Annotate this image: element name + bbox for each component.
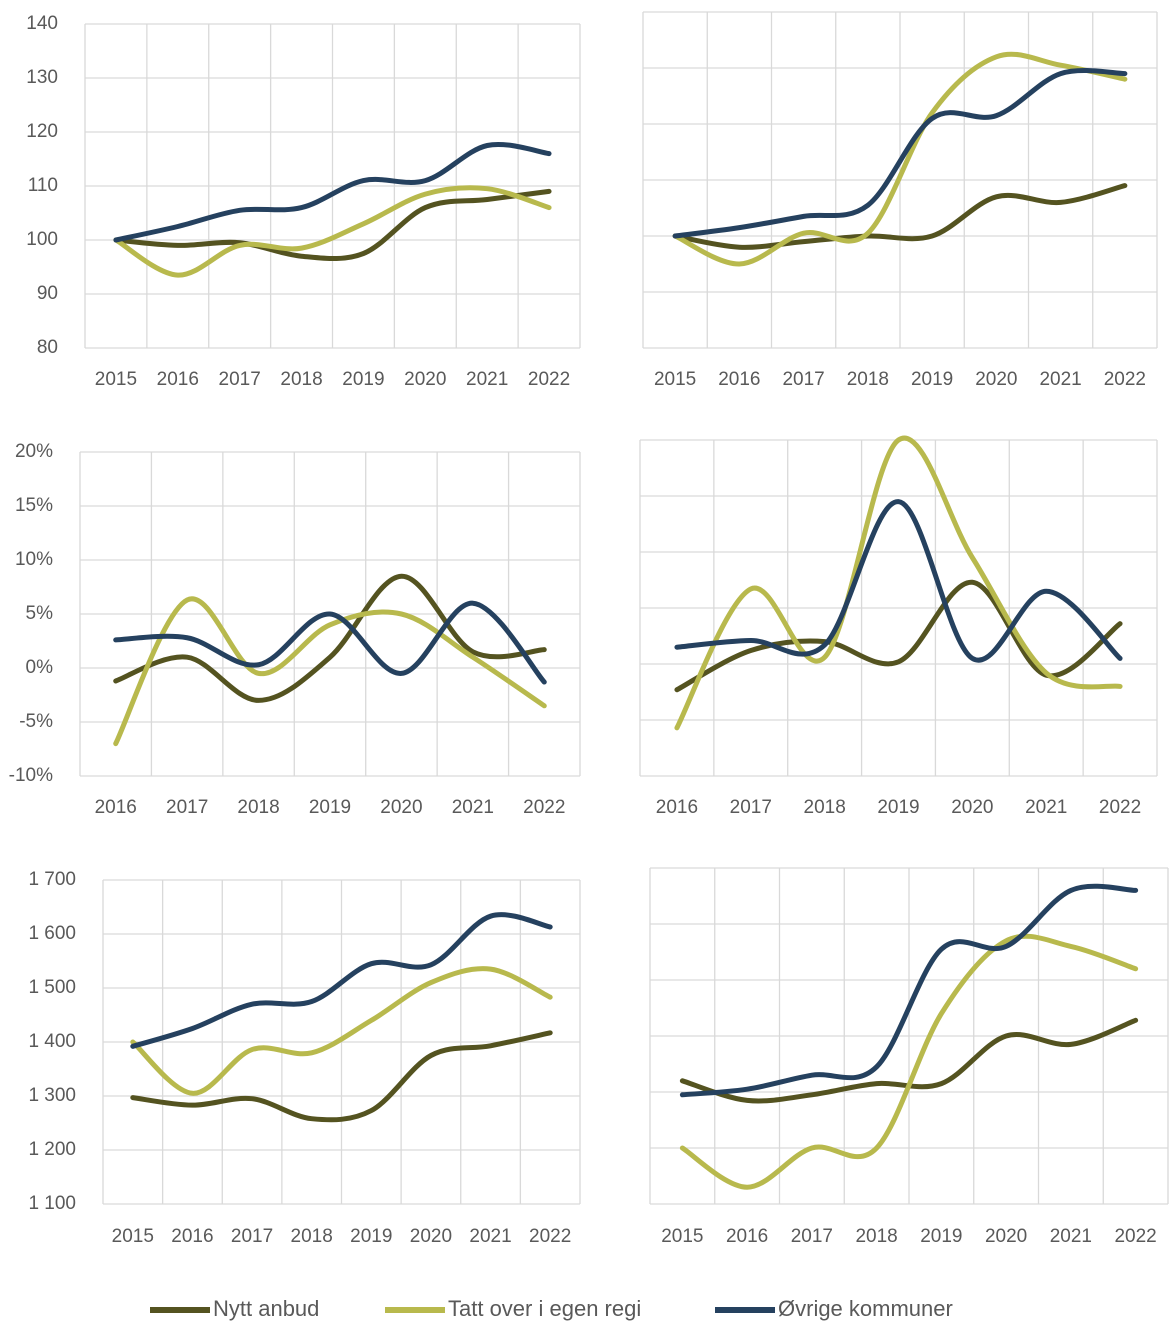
x-tick-label: 2017 (782, 369, 824, 390)
series-line (672, 183, 1128, 250)
x-tick-label: 2021 (466, 369, 508, 390)
x-tick-label: 2019 (920, 1226, 962, 1247)
x-tick-label: 2018 (291, 1226, 333, 1247)
y-tick-label: 90 (37, 283, 58, 304)
legend-label: Nytt anbud (213, 1296, 319, 1321)
x-tick-label: 2021 (452, 797, 494, 818)
series-line (674, 435, 1123, 731)
x-tick-label: 2015 (95, 369, 137, 390)
y-tick-label: 1 300 (28, 1085, 76, 1106)
x-tick-label: 2020 (951, 797, 993, 818)
series-line (130, 1030, 553, 1123)
x-tick-label: 2020 (985, 1226, 1027, 1247)
x-tick-label: 2016 (157, 369, 199, 390)
y-tick-label: 100 (26, 229, 58, 250)
series-line (679, 933, 1139, 1190)
x-tick-label: 2022 (1114, 1226, 1156, 1247)
series-line (672, 67, 1128, 239)
x-tick-label: 2019 (309, 797, 351, 818)
x-tick-label: 2021 (1039, 369, 1081, 390)
series-line (113, 188, 552, 262)
x-tick-label: 2022 (529, 1226, 571, 1247)
y-tick-label: 130 (26, 67, 58, 88)
x-tick-label: 2021 (469, 1226, 511, 1247)
legend-label: Tatt over i egen regi (448, 1296, 641, 1321)
x-tick-label: 2019 (877, 797, 919, 818)
series-line (113, 142, 552, 243)
x-tick-label: 2020 (404, 369, 446, 390)
series-line (672, 51, 1128, 267)
y-tick-label: 5% (26, 603, 54, 624)
x-tick-label: 2016 (718, 369, 760, 390)
y-tick-label: 110 (28, 175, 58, 196)
x-tick-label: 2015 (112, 1226, 154, 1247)
series-line (113, 185, 552, 278)
x-tick-label: 2022 (1104, 369, 1146, 390)
x-tick-label: 2017 (166, 797, 208, 818)
x-tick-label: 2021 (1050, 1226, 1092, 1247)
x-tick-label: 2018 (280, 369, 322, 390)
x-tick-label: 2018 (237, 797, 279, 818)
x-tick-label: 2016 (171, 1226, 213, 1247)
series-line (130, 912, 553, 1049)
x-tick-label: 2015 (654, 369, 696, 390)
x-tick-label: 2016 (95, 797, 137, 818)
x-tick-label: 2019 (350, 1226, 392, 1247)
series-line (113, 600, 547, 685)
x-tick-label: 2020 (410, 1226, 452, 1247)
x-tick-label: 2015 (661, 1226, 703, 1247)
x-tick-label: 2019 (342, 369, 384, 390)
x-tick-label: 2020 (380, 797, 422, 818)
series-line (679, 883, 1139, 1098)
y-tick-label: 80 (37, 337, 58, 358)
y-tick-label: -5% (19, 711, 53, 732)
series-line (679, 1017, 1139, 1104)
series-line (113, 596, 547, 747)
y-tick-label: 140 (26, 13, 58, 34)
x-tick-label: 2017 (231, 1226, 273, 1247)
x-tick-label: 2020 (975, 369, 1017, 390)
y-tick-label: 1 200 (28, 1139, 76, 1160)
x-tick-label: 2022 (528, 369, 570, 390)
y-tick-label: 20% (15, 441, 53, 462)
legend-label: Øvrige kommuner (778, 1296, 953, 1321)
x-tick-label: 2022 (523, 797, 565, 818)
x-tick-label: 2018 (804, 797, 846, 818)
y-tick-label: 10% (15, 549, 53, 570)
x-tick-label: 2018 (855, 1226, 897, 1247)
series-line (130, 966, 553, 1096)
x-tick-label: 2017 (219, 369, 261, 390)
y-tick-label: 1 700 (28, 869, 76, 890)
series-line (113, 573, 547, 703)
x-tick-label: 2017 (730, 797, 772, 818)
y-tick-label: 0% (26, 657, 54, 678)
x-tick-label: 2016 (726, 1226, 768, 1247)
y-tick-label: -10% (9, 765, 53, 786)
x-tick-label: 2022 (1099, 797, 1141, 818)
y-tick-label: 15% (15, 495, 53, 516)
x-tick-label: 2021 (1025, 797, 1067, 818)
series-line (674, 499, 1123, 663)
y-tick-label: 1 100 (28, 1193, 76, 1214)
y-tick-label: 1 600 (28, 923, 76, 944)
y-tick-label: 1 400 (28, 1031, 76, 1052)
x-tick-label: 2018 (847, 369, 889, 390)
x-tick-label: 2016 (656, 797, 698, 818)
x-tick-label: 2017 (791, 1226, 833, 1247)
y-tick-label: 120 (26, 121, 58, 142)
x-tick-label: 2019 (911, 369, 953, 390)
y-tick-label: 1 500 (28, 977, 76, 998)
